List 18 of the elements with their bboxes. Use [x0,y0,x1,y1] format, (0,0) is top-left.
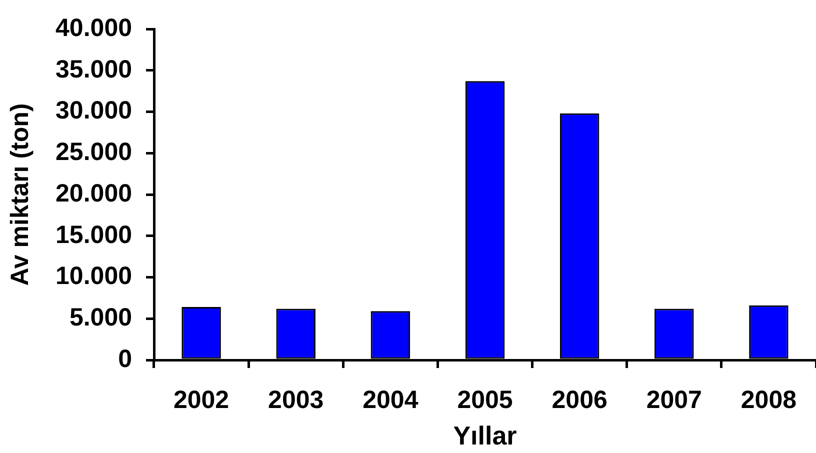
x-tick-label: 2006 [552,386,608,414]
y-tick-label: 25.000 [56,138,132,166]
y-tick-label: 15.000 [56,220,132,249]
x-tick-label: 2007 [646,386,702,414]
y-tick-label: 20.000 [56,179,132,208]
x-tick-label: 2003 [268,386,324,414]
x-tick-label: 2002 [173,386,230,414]
x-tick-label: 2005 [457,386,513,414]
y-tick-label: 40.000 [56,14,132,42]
y-tick-label: 10.000 [56,262,132,290]
x-axis-title: Yıllar [453,420,517,451]
y-tick-label: 35.000 [56,55,132,84]
x-tick-label: 2008 [740,386,797,414]
y-tick-label: 0 [118,344,132,373]
y-axis-title: Av miktarı (ton) [6,103,34,286]
y-tick-label: 5.000 [69,304,132,332]
x-tick-label: 2004 [362,386,418,414]
y-tick-label: 30.000 [56,96,132,125]
